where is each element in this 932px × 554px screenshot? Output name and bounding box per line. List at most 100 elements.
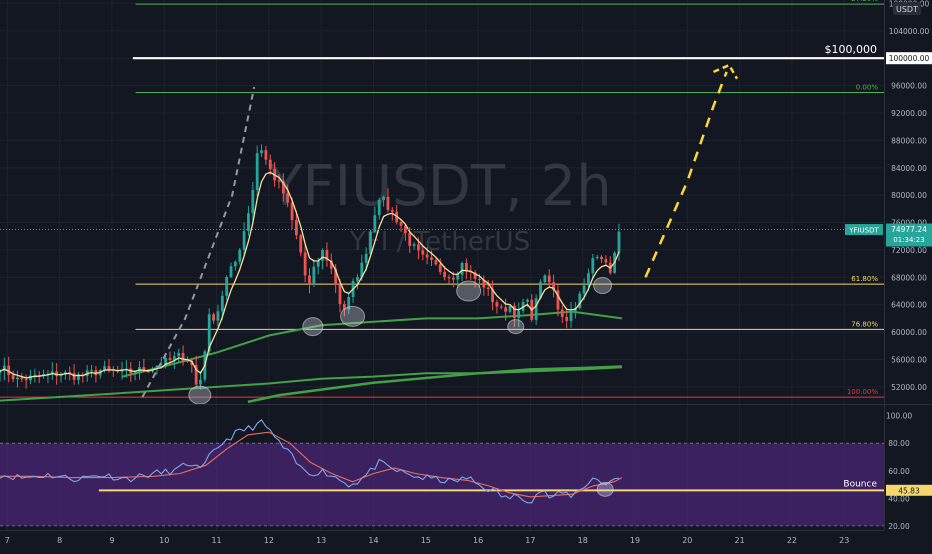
rsi-tick-label: 100.00	[886, 412, 912, 421]
candle-body	[456, 274, 460, 280]
candles[interactable]	[0, 144, 884, 390]
price-tick-label: 88000.00	[891, 136, 927, 145]
time-tick-label: 10	[159, 536, 169, 545]
candle-body	[260, 150, 263, 154]
candle-body	[268, 159, 272, 170]
candle-body	[604, 259, 608, 263]
price-tick-label: 96000.00	[891, 82, 927, 91]
candle-body	[543, 275, 547, 283]
candle-body	[20, 377, 24, 380]
candle-body	[329, 260, 333, 269]
bounce-circle	[188, 385, 212, 405]
candle-body	[155, 365, 159, 369]
candle-body	[438, 264, 442, 272]
candle-body	[565, 316, 569, 321]
price-tick-label: 76000.00	[891, 219, 927, 228]
candle-body	[225, 277, 229, 296]
candle-body	[556, 290, 560, 310]
candle-body	[295, 220, 298, 236]
candle-body	[168, 358, 172, 360]
candle-body	[587, 273, 590, 286]
candle-body	[595, 256, 599, 259]
price-tick-label: 104000.00	[889, 27, 930, 36]
candle-body	[94, 370, 98, 376]
fib-levels[interactable]: -27.20% 0.00% 61.80% 76.80% 100.00%	[0, 0, 884, 398]
candle-body	[369, 231, 372, 254]
candle-body	[251, 190, 255, 214]
rsi-tick-label: 40.00	[888, 494, 910, 503]
price-tick-label: 84000.00	[891, 164, 927, 173]
candle-body	[508, 305, 512, 312]
candle-body	[220, 295, 224, 312]
candle-body	[172, 356, 176, 360]
watermark-symbol: YFIUSDT, 2h	[267, 154, 612, 219]
round-level-badge: 100000.00	[886, 52, 932, 65]
candle-body	[164, 358, 168, 366]
candle-body	[255, 153, 259, 191]
candle-body	[77, 374, 80, 380]
candle-body	[578, 293, 582, 309]
time-tick-label: 17	[525, 536, 535, 545]
price-tick-label: 92000.00	[891, 109, 927, 118]
price-badge-countdown: 01:34:23	[893, 236, 924, 244]
ma-long-line	[247, 365, 622, 404]
rsi-line	[0, 419, 620, 504]
annotations[interactable]	[141, 63, 739, 405]
candle-body	[216, 311, 220, 321]
price-tick-label: 68000.00	[891, 273, 927, 282]
candle-body	[146, 371, 150, 373]
bounce-circle	[593, 277, 613, 295]
price-badge-symbol: YFIUSDT	[848, 227, 879, 235]
currency-badge-bg	[893, 2, 921, 15]
currency-badge[interactable]: USDT	[893, 2, 921, 15]
candle-body	[181, 352, 185, 362]
rsi-band	[0, 442, 884, 527]
bounce-label: Bounce	[843, 479, 877, 489]
candle-body	[50, 371, 54, 374]
rsi-pane[interactable]	[0, 419, 884, 504]
currency-label: USDT	[896, 5, 918, 14]
time-axis[interactable]: 7 8 9 10 11 12 13 14 15 16 17 18 19 20 21 22 23	[5, 536, 850, 545]
time-tick-label: 22	[787, 536, 797, 545]
fib-label: 76.80%	[851, 320, 878, 328]
candle-body	[321, 250, 324, 261]
candle-body	[373, 215, 377, 232]
ema-line	[0, 171, 620, 379]
candle-body	[443, 271, 447, 278]
candle-body	[229, 266, 233, 278]
time-tick-label: 15	[421, 536, 431, 545]
ma-fast-line	[122, 310, 623, 378]
price-badge-bg	[886, 223, 932, 247]
round-level-badge-bg	[886, 52, 932, 65]
candle-body	[482, 279, 486, 288]
time-tick-label: 23	[839, 536, 849, 545]
rsi-axis[interactable]: 100.00 80.00 60.00 40.00 20.00	[886, 412, 912, 531]
time-tick-label: 13	[316, 536, 326, 545]
candle-body	[478, 278, 481, 280]
candle-body	[33, 374, 37, 376]
rsi-badge-text: 45.83	[898, 486, 920, 495]
candle-body	[386, 196, 390, 210]
impulse-trend-line	[141, 86, 256, 398]
candle-body	[417, 244, 420, 251]
candle-body	[382, 196, 385, 200]
ma-slow-line	[0, 365, 622, 402]
candle-body	[133, 372, 137, 374]
candle-body	[72, 372, 76, 380]
rsi-bounce-circle	[596, 481, 614, 497]
candle-body	[512, 305, 516, 318]
projection-arrow-head	[713, 63, 739, 80]
candle-body	[290, 202, 294, 221]
price-tick-label: 64000.00	[891, 301, 927, 310]
candle-body	[495, 302, 499, 307]
price-tick-label: 56000.00	[891, 355, 927, 364]
candle-body	[412, 244, 416, 246]
moving-averages	[0, 310, 623, 404]
candle-body	[11, 375, 15, 380]
candle-body	[142, 367, 146, 372]
candle-body	[347, 297, 351, 310]
time-tick-label: 21	[735, 536, 745, 545]
candle-body	[552, 282, 555, 291]
